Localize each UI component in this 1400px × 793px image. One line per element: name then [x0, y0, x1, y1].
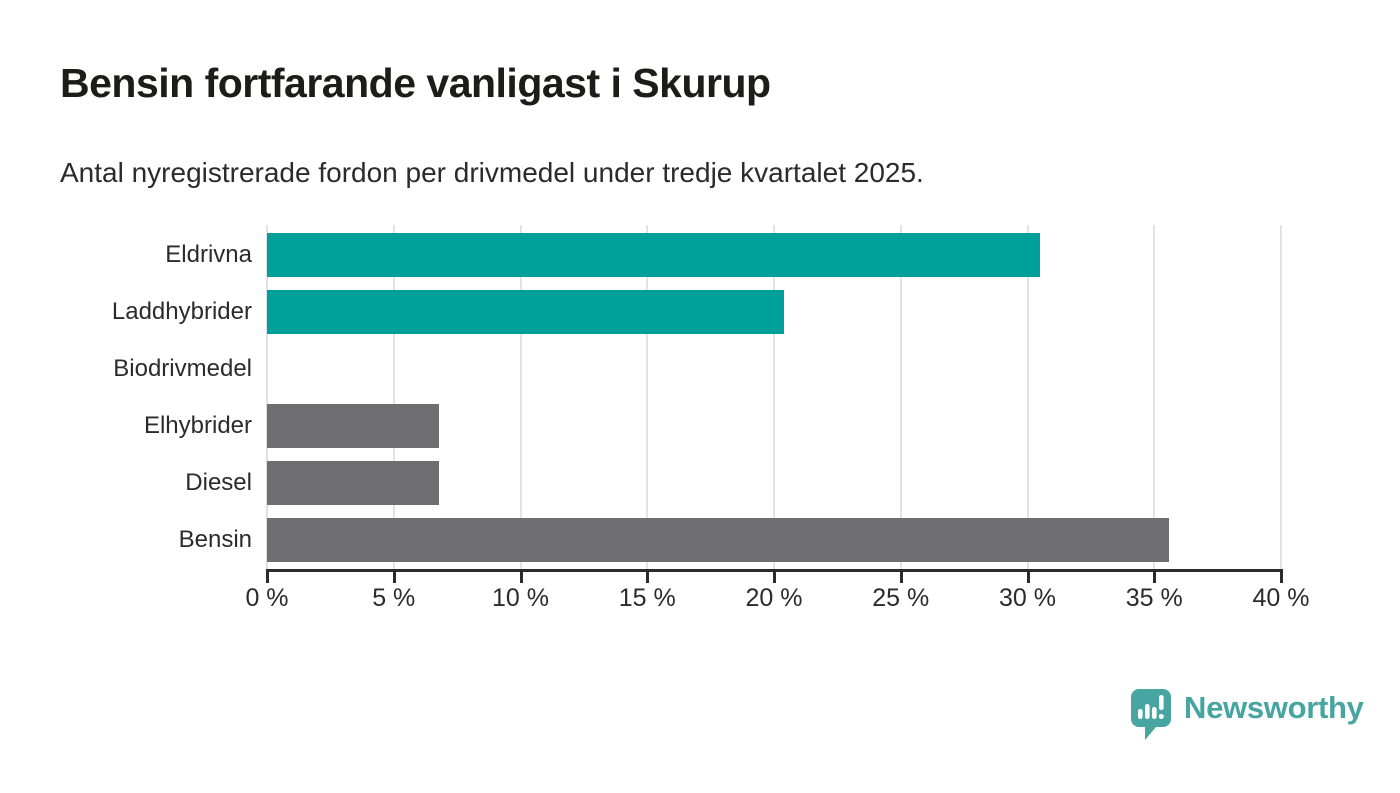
gridline — [519, 225, 522, 570]
newsworthy-bubble-barchart-icon — [1131, 689, 1171, 740]
axis-tick-label: 20 % — [745, 584, 803, 612]
category-label: Bensin — [178, 526, 252, 553]
category-label: Laddhybrider — [111, 298, 252, 325]
gridline — [392, 225, 395, 570]
axis-tick — [899, 572, 903, 583]
bar-eldrivna — [267, 233, 1041, 277]
gridline — [1153, 225, 1156, 570]
axis-tick — [392, 572, 396, 583]
category-label: Elhybrider — [143, 412, 252, 439]
plot-area — [266, 225, 1282, 570]
axis-tick — [646, 572, 650, 583]
axis-tick-label: 5 % — [372, 584, 416, 612]
category-label: Eldrivna — [165, 241, 252, 268]
axis-tick — [773, 572, 776, 583]
bar-diesel — [267, 461, 440, 505]
axis-tick — [1280, 572, 1283, 583]
newsworthy-logo-text: Newsworthy — [1184, 690, 1364, 725]
gridline — [266, 225, 268, 570]
axis-tick-label: 40 % — [1252, 584, 1310, 612]
axis-tick-label: 25 % — [872, 584, 930, 612]
category-label: Biodrivmedel — [113, 355, 252, 382]
axis-tick — [519, 572, 523, 583]
axis-tick — [1026, 572, 1030, 583]
axis-tick-label: 0 % — [245, 584, 289, 612]
bar-elhybrider — [267, 404, 440, 448]
newsworthy-logo: Newsworthy — [1130, 688, 1364, 741]
axis-tick-label: 30 % — [999, 584, 1056, 612]
gridline — [773, 225, 775, 570]
gridline — [1280, 225, 1282, 570]
axis-tick-label: 10 % — [492, 584, 549, 612]
gridline — [899, 225, 902, 570]
axis-tick — [266, 572, 269, 583]
gridline — [646, 225, 649, 570]
gridline — [1026, 225, 1029, 570]
axis-tick-label: 35 % — [1125, 584, 1183, 612]
axis-tick — [1153, 572, 1157, 583]
axis-tick-label: 15 % — [618, 584, 676, 612]
chart-title: Bensin fortfarande vanligast i Skurup — [60, 60, 771, 106]
category-axis: Eldrivna Laddhybrider Biodrivmedel Elhybrid… — [0, 225, 252, 570]
category-label: Diesel — [185, 469, 252, 496]
bar-bensin — [267, 518, 1170, 562]
chart-subtitle: Antal nyregistrerade fordon per drivmede… — [60, 157, 924, 188]
bar-laddhybrider — [267, 290, 785, 334]
x-axis-line — [266, 569, 1283, 572]
